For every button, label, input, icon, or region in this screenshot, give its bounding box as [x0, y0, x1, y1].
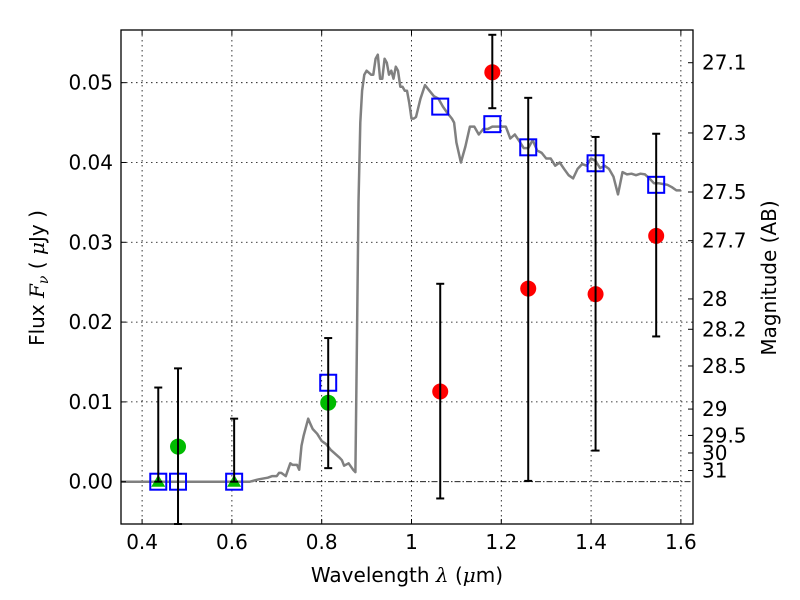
x-tick-label: 0.8	[306, 530, 338, 554]
x-tick-label: 0.6	[216, 530, 248, 554]
x-axis-label-paren: (	[449, 563, 463, 587]
errorbar-layer	[154, 33, 661, 525]
error-bar	[488, 33, 497, 110]
error-bar	[230, 417, 239, 483]
y2-tick-label: 27.1	[702, 51, 747, 75]
y2-tick-label: 30	[702, 441, 727, 465]
y-tick-label: 0.01	[68, 390, 113, 414]
marker-layer	[149, 64, 666, 491]
y2-tick-label: 31	[702, 459, 727, 483]
x-tick-labels: 0.4 0.6 0.8 1 1.2 1.4 1.6	[126, 530, 697, 554]
plot-frame	[120, 29, 694, 525]
model-spectrum-line	[121, 53, 681, 483]
x-axis-label-text: Wavelength	[311, 563, 436, 587]
error-bar	[652, 132, 661, 338]
y2-tick-label: 29	[702, 397, 727, 421]
error-bar	[524, 96, 533, 482]
tick-layer	[121, 30, 693, 524]
error-bar	[591, 135, 600, 452]
y2-tick-label: 29.5	[702, 423, 747, 447]
spectrum-layer	[121, 53, 681, 483]
error-bar	[324, 337, 333, 470]
y-tick-label: 0.00	[68, 470, 113, 494]
x-tick-label: 0.4	[126, 530, 158, 554]
y2-tick-label: 27.7	[702, 229, 747, 253]
model-square-marker	[431, 97, 450, 116]
x-tick-label: 1.2	[485, 530, 517, 554]
x-axis-label: Wavelength λ (μm)	[311, 563, 503, 587]
y-axis-label-paren: (	[25, 255, 49, 276]
y-axis-label-unit: Jy )	[25, 210, 49, 244]
y-axis-label-mu: μ	[25, 242, 49, 255]
y-tick-label: 0.04	[68, 150, 113, 174]
y2-axis-label: Magnitude (AB)	[757, 200, 781, 355]
x-tick-label: 1	[405, 530, 418, 554]
y-axis-label: Flux Fν ( μJy )	[25, 210, 52, 346]
y-tick-labels: 0.00 0.01 0.02 0.03 0.04 0.05	[68, 71, 113, 494]
y-axis-label-nu: ν	[36, 275, 52, 284]
x-tick-label: 1.4	[575, 530, 607, 554]
y2-tick-label: 28	[702, 287, 727, 311]
y2-tick-label: 27.3	[702, 121, 747, 145]
y-axis-label-F: F	[25, 283, 49, 299]
y-tick-label: 0.02	[68, 310, 113, 334]
grid	[121, 30, 693, 524]
y-axis-label-text: Flux	[25, 298, 49, 346]
model-square-marker	[483, 115, 502, 134]
x-tick-label: 1.6	[665, 530, 697, 554]
y2-tick-label: 28.2	[702, 317, 747, 341]
error-bar	[436, 282, 445, 500]
y-tick-label: 0.05	[68, 71, 113, 95]
y2-tick-label: 28.5	[702, 354, 747, 378]
x-axis-label-lambda: λ	[435, 563, 449, 587]
error-bar	[154, 386, 163, 483]
y2-tick-label: 27.5	[702, 180, 747, 204]
y-tick-label: 0.03	[68, 230, 113, 254]
x-axis-label-mu: μ	[463, 563, 476, 587]
x-axis-label-unit: m)	[476, 563, 503, 587]
